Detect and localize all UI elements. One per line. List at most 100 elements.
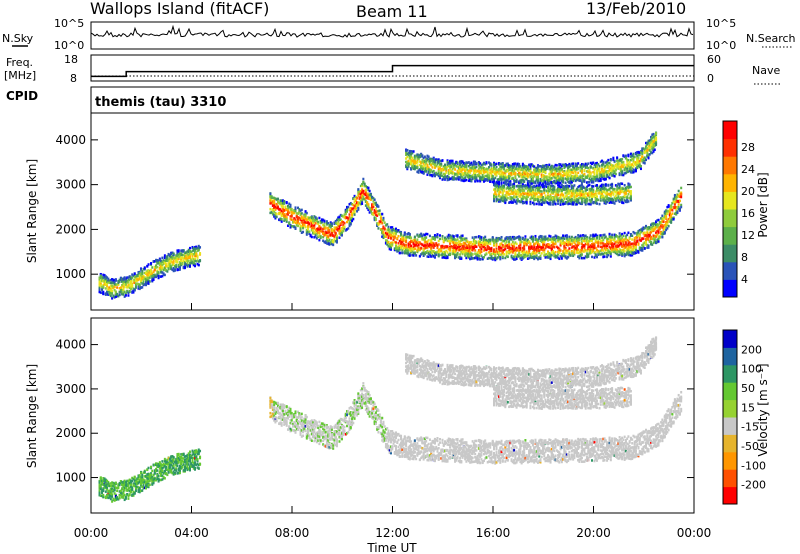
- power-cell: [340, 231, 343, 235]
- power-cell: [594, 240, 597, 244]
- power-cell: [192, 249, 195, 252]
- power-cell: [417, 246, 420, 249]
- power-cell: [383, 227, 386, 230]
- power-cell: [186, 254, 189, 258]
- power-cell: [430, 245, 433, 249]
- power-cell: [509, 251, 512, 254]
- power-cell: [572, 245, 575, 248]
- power-cell: [124, 292, 127, 296]
- power-cell: [393, 240, 396, 244]
- power-cell: [472, 247, 475, 250]
- power-cell: [562, 254, 565, 258]
- power-cell: [176, 268, 179, 271]
- power-cell: [495, 236, 498, 240]
- power-cell: [505, 252, 508, 256]
- power-cell: [665, 228, 668, 232]
- power-cell: [378, 220, 381, 223]
- power-cell: [381, 228, 384, 231]
- power-cell: [597, 241, 600, 244]
- power-cell: [534, 242, 537, 245]
- power-cell: [176, 258, 179, 261]
- power-cell: [441, 235, 444, 238]
- power-cell: [309, 220, 312, 223]
- power-cell: [460, 234, 463, 238]
- power-cell: [505, 236, 508, 239]
- power-cell: [554, 250, 557, 254]
- nave-tick-bottom: 0: [707, 72, 714, 85]
- power-cell: [129, 285, 132, 289]
- power-cell: [395, 229, 398, 232]
- power-cell: [545, 253, 548, 256]
- power-cell: [112, 281, 115, 284]
- power-cell: [346, 205, 349, 209]
- power-cell: [392, 227, 395, 231]
- power-cell: [558, 238, 561, 241]
- power-cell: [618, 247, 621, 251]
- power-cell: [197, 263, 200, 267]
- power-cell: [396, 236, 399, 240]
- power-cell: [285, 201, 288, 205]
- power-cell: [432, 169, 435, 173]
- power-cell: [275, 212, 278, 216]
- power-cell: [196, 259, 199, 262]
- power-cell: [470, 240, 473, 244]
- power-cell: [656, 233, 659, 236]
- power-cell: [369, 193, 372, 197]
- power-cell: [422, 233, 425, 236]
- power-cell: [584, 234, 587, 238]
- power-cell: [632, 242, 635, 245]
- power-cell: [395, 248, 398, 252]
- power-cell: [280, 214, 283, 218]
- power-cell: [504, 247, 507, 251]
- power-cell: [348, 220, 351, 223]
- power-cell: [165, 262, 168, 265]
- power-cell: [338, 218, 341, 222]
- power-cell: [470, 248, 473, 252]
- power-cell: [117, 283, 120, 286]
- power-cell: [536, 238, 539, 242]
- power-cell: [565, 251, 568, 255]
- power-cell: [459, 240, 462, 243]
- power-cell: [666, 222, 669, 226]
- power-cell: [151, 266, 154, 269]
- power-cell: [432, 246, 435, 249]
- power-cell: [430, 255, 433, 258]
- power-cell: [308, 232, 311, 236]
- power-cell: [129, 276, 132, 279]
- power-cell: [616, 250, 619, 254]
- power-cell: [416, 249, 419, 252]
- power-cell: [549, 245, 552, 248]
- power-cell: [613, 250, 616, 254]
- power-cell: [487, 246, 490, 249]
- power-cell: [379, 216, 382, 220]
- power-cell: [185, 254, 188, 258]
- power-cell: [672, 200, 675, 204]
- power-cell: [356, 201, 359, 204]
- power-cell: [274, 208, 277, 211]
- power-cell: [474, 242, 477, 245]
- power-cell: [325, 220, 328, 223]
- power-cell: [541, 241, 544, 245]
- power-cell: [440, 246, 443, 249]
- power-cell: [646, 226, 649, 230]
- power-cell: [519, 236, 522, 239]
- power-cell: [523, 245, 526, 248]
- power-cell: [647, 235, 650, 238]
- power-cell: [99, 280, 102, 283]
- power-cell: [103, 283, 106, 286]
- power-cell: [148, 276, 151, 279]
- power-cell: [653, 236, 656, 240]
- power-cell: [342, 220, 345, 224]
- power-cell: [194, 259, 197, 263]
- power-cell: [361, 200, 364, 203]
- power-cell: [373, 216, 376, 220]
- power-cell: [627, 243, 630, 247]
- power-cell: [487, 166, 490, 169]
- power-cell: [269, 199, 272, 203]
- nsearch-label: N.Search: [746, 32, 796, 45]
- power-cell: [420, 242, 423, 246]
- power-cell: [645, 224, 648, 228]
- power-cell: [317, 222, 320, 226]
- power-cell: [564, 181, 567, 185]
- power-cell: [312, 219, 315, 223]
